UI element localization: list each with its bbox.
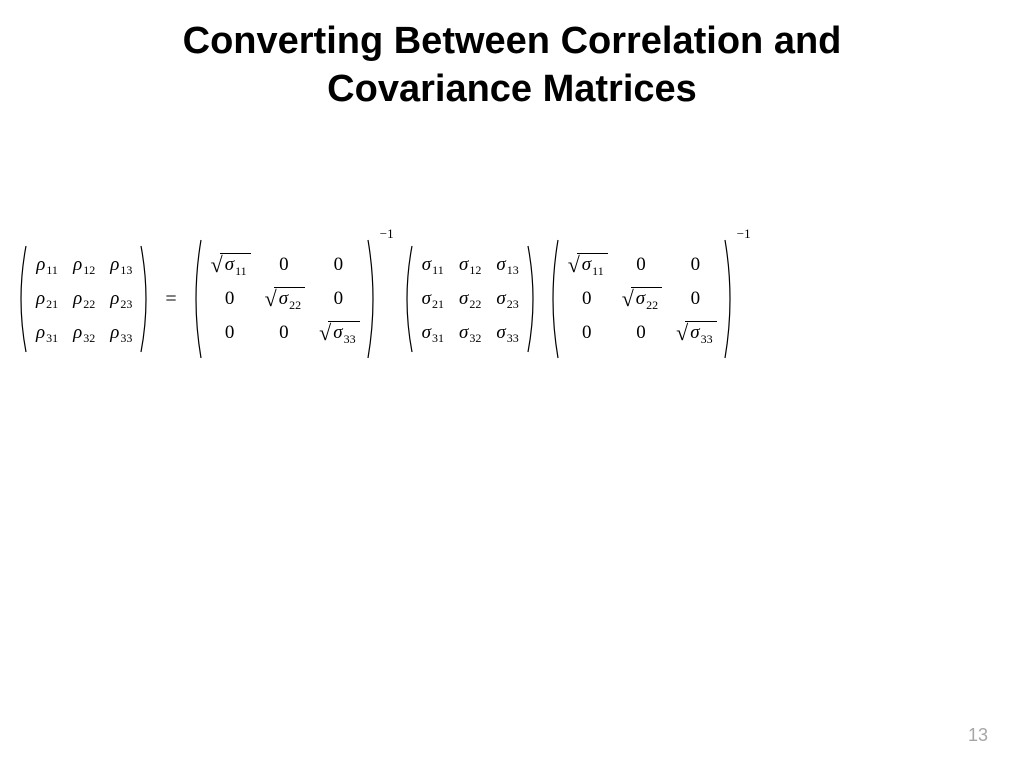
sqrt-sigma-11: √σ11 <box>203 248 257 282</box>
right-paren-icon <box>526 244 540 354</box>
right-paren-icon <box>139 244 153 354</box>
rho-33: ρ33 <box>102 316 139 350</box>
sigma-12: σ12 <box>451 248 488 282</box>
rho-11: ρ11 <box>28 248 65 282</box>
sigma-23: σ23 <box>488 282 525 316</box>
sqrt-icon: √ <box>265 288 277 310</box>
sqrt-sigma-33: √σ33 <box>311 316 365 350</box>
equation: ρ11 ρ12 ρ13 ρ21 ρ22 ρ23 ρ31 ρ32 ρ33 = √σ… <box>14 238 1010 360</box>
diag-sqrt-sigma-2: √σ11 0 0 0 √σ22 0 0 0 √σ33 −1 <box>546 238 737 360</box>
zero-cell: 0 <box>217 316 243 350</box>
inverse-exponent: −1 <box>737 226 751 242</box>
sqrt-sigma-11: √σ11 <box>560 248 614 282</box>
sigma-31: σ31 <box>414 316 451 350</box>
sqrt-icon: √ <box>211 254 223 276</box>
left-paren-icon <box>400 244 414 354</box>
sigma-32: σ32 <box>451 316 488 350</box>
zero-cell: 0 <box>628 316 654 350</box>
rho-21: ρ21 <box>28 282 65 316</box>
zero-cell: 0 <box>326 248 352 282</box>
zero-cell: 0 <box>574 316 600 350</box>
rho-22: ρ22 <box>65 282 102 316</box>
slide-title: Converting Between Correlation and Covar… <box>0 0 1024 113</box>
rho-31: ρ31 <box>28 316 65 350</box>
sigma-33: σ33 <box>488 316 525 350</box>
sigma-21: σ21 <box>414 282 451 316</box>
sqrt-icon: √ <box>676 322 688 344</box>
title-line-2: Covariance Matrices <box>327 68 697 110</box>
zero-cell: 0 <box>271 316 297 350</box>
zero-cell: 0 <box>271 248 297 282</box>
sqrt-icon: √ <box>622 288 634 310</box>
equals-sign: = <box>159 288 182 311</box>
zero-cell: 0 <box>683 282 709 316</box>
left-paren-icon <box>189 238 203 360</box>
sqrt-icon: √ <box>568 254 580 276</box>
page-number: 13 <box>968 725 988 746</box>
rho-23: ρ23 <box>102 282 139 316</box>
left-paren-icon <box>14 244 28 354</box>
rho-matrix: ρ11 ρ12 ρ13 ρ21 ρ22 ρ23 ρ31 ρ32 ρ33 <box>14 244 153 354</box>
zero-cell: 0 <box>326 282 352 316</box>
left-paren-icon <box>546 238 560 360</box>
sigma-11: σ11 <box>414 248 451 282</box>
sigma-22: σ22 <box>451 282 488 316</box>
sqrt-sigma-33: √σ33 <box>668 316 722 350</box>
sqrt-sigma-22: √σ22 <box>614 282 668 316</box>
right-paren-icon <box>366 238 380 360</box>
title-line-1: Converting Between Correlation and <box>183 20 842 62</box>
zero-cell: 0 <box>628 248 654 282</box>
sigma-13: σ13 <box>488 248 525 282</box>
zero-cell: 0 <box>683 248 709 282</box>
sqrt-sigma-22: √σ22 <box>257 282 311 316</box>
rho-13: ρ13 <box>102 248 139 282</box>
zero-cell: 0 <box>574 282 600 316</box>
inverse-exponent: −1 <box>380 226 394 242</box>
right-paren-icon <box>723 238 737 360</box>
diag-sqrt-sigma-1: √σ11 0 0 0 √σ22 0 0 0 √σ33 −1 <box>189 238 380 360</box>
rho-12: ρ12 <box>65 248 102 282</box>
sqrt-icon: √ <box>319 322 331 344</box>
zero-cell: 0 <box>217 282 243 316</box>
sigma-matrix: σ11 σ12 σ13 σ21 σ22 σ23 σ31 σ32 σ33 <box>400 244 540 354</box>
rho-32: ρ32 <box>65 316 102 350</box>
